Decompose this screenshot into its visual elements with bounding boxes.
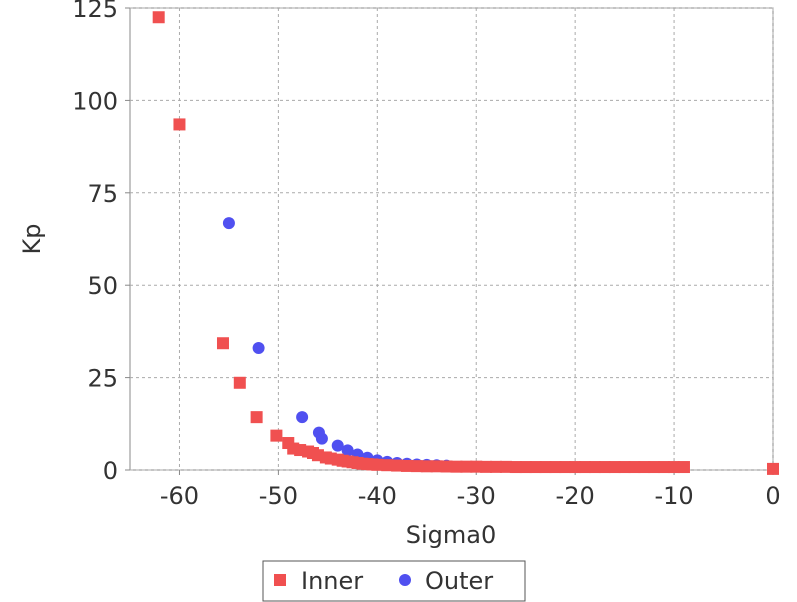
inner-point [381, 459, 394, 472]
inner-point [470, 460, 483, 473]
axis-ticks: -60 -50 -40 -30 -20 -10 0 0 25 50 75 100 125 [72, 0, 780, 510]
inner-point [400, 459, 413, 472]
inner-point [371, 458, 384, 471]
inner-point [677, 461, 690, 474]
x-tick-label: -40 [358, 482, 397, 510]
inner-point [430, 460, 443, 473]
outer-point [315, 432, 328, 445]
inner-point [588, 461, 601, 474]
inner-point [270, 429, 283, 442]
inner-point [529, 461, 542, 474]
inner-point [509, 461, 522, 474]
y-tick-label: 125 [72, 0, 118, 23]
x-tick-label: -10 [654, 482, 693, 510]
inner-point [549, 461, 562, 474]
outer-point [296, 411, 309, 424]
inner-point [173, 118, 186, 131]
inner-point [569, 461, 582, 474]
grid-lines [130, 7, 774, 471]
plot-area [129, 7, 774, 471]
legend: Inner Outer [262, 560, 526, 602]
outer-point [252, 342, 265, 355]
legend-outer-label: Outer [425, 567, 493, 595]
inner-point [216, 337, 229, 350]
inner-point [628, 461, 641, 474]
inner-point [658, 461, 671, 474]
legend-outer-marker [399, 574, 411, 586]
inner-point [618, 461, 631, 474]
outer-point [222, 217, 235, 230]
inner-point [668, 461, 681, 474]
y-axis-label: Kp [18, 224, 46, 255]
inner-point [250, 411, 263, 424]
inner-point [608, 461, 621, 474]
inner-point [233, 376, 246, 389]
data-points [152, 11, 779, 475]
inner-point [460, 460, 473, 473]
outer-point [331, 439, 344, 452]
inner-point [767, 462, 779, 475]
inner-point [499, 460, 512, 473]
x-axis-label: Sigma0 [406, 521, 497, 549]
inner-point [579, 461, 592, 474]
inner-point [539, 461, 552, 474]
inner-point [152, 11, 165, 24]
inner-point [391, 459, 404, 472]
legend-inner-marker [274, 574, 286, 586]
inner-point [480, 460, 493, 473]
inner-point [440, 460, 453, 473]
x-tick-label: 0 [765, 482, 780, 510]
inner-point [638, 461, 651, 474]
outer-point [341, 444, 354, 457]
y-tick-label: 75 [87, 180, 118, 208]
inner-point [490, 460, 503, 473]
x-tick-label: -50 [259, 482, 298, 510]
x-tick-label: -20 [556, 482, 595, 510]
legend-box [262, 560, 526, 602]
inner-point [648, 461, 661, 474]
inner-point [519, 461, 532, 474]
legend-inner-label: Inner [301, 567, 363, 595]
inner-point [598, 461, 611, 474]
inner-point [420, 460, 433, 473]
inner-point [559, 461, 572, 474]
inner-point [450, 460, 463, 473]
y-tick-label: 50 [87, 272, 118, 300]
y-tick-label: 25 [87, 365, 118, 393]
x-tick-label: -60 [160, 482, 199, 510]
y-tick-label: 100 [72, 87, 118, 115]
y-tick-label: 0 [103, 457, 118, 485]
x-tick-label: -30 [457, 482, 496, 510]
inner-point [410, 460, 423, 473]
